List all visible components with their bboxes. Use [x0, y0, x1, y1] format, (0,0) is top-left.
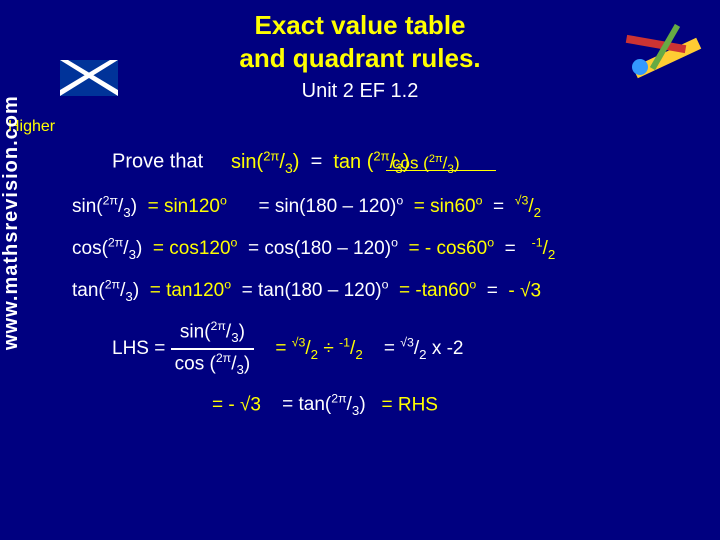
- tan-c: = tan(180 – 120)o: [236, 280, 388, 301]
- math-content: Prove that sin(2π/3) = tan (2π/3) cos (2…: [72, 148, 704, 418]
- frac-line: [386, 170, 496, 172]
- cos-row: cos(2π/3) = cos120o = cos(180 – 120)o = …: [72, 236, 704, 262]
- sin-row: sin(2π/3) = sin120o = sin(180 – 120)o = …: [72, 194, 704, 220]
- tan-d: = -tan60o: [394, 280, 476, 301]
- lhs-row: LHS = sin(2π/3) cos (2π/3) = √3/2 ÷ -1/2…: [112, 320, 704, 378]
- lhs-frac-num: sin(2π/3): [171, 320, 255, 350]
- sin-a: sin(2π/3): [72, 196, 137, 217]
- sin-d: = sin60o: [409, 196, 483, 217]
- flag-icon: [60, 60, 118, 96]
- sin-b: = sin120o: [142, 196, 227, 217]
- final-b: = tan(2π/3): [282, 394, 366, 415]
- sin-e: =: [488, 196, 510, 217]
- cos-d: = - cos60o: [403, 238, 494, 259]
- lhs-step1: = √3/2 ÷ -1/2: [275, 338, 362, 359]
- prove-label: Prove that: [112, 151, 203, 173]
- lhs-step2: = √3/2 x -2: [384, 338, 464, 359]
- lhs-label: LHS =: [112, 338, 165, 359]
- tan-e: =: [481, 280, 503, 301]
- tan-val: - √3: [508, 280, 541, 301]
- cos-val: -1/2: [532, 238, 556, 259]
- sin-c: = sin(180 – 120)o: [232, 196, 403, 217]
- cos-b: = cos120o: [148, 238, 238, 259]
- title-line1: Exact value table: [0, 10, 720, 41]
- prove-eq: =: [311, 151, 323, 173]
- prove-rhs-den: cos (2π/3): [392, 152, 460, 176]
- cos-e: =: [499, 238, 526, 259]
- final-row: = - √3 = tan(2π/3) = RHS: [212, 392, 704, 418]
- stationery-icon: [622, 12, 702, 92]
- lhs-frac: sin(2π/3) cos (2π/3): [171, 320, 255, 378]
- cos-c: = cos(180 – 120)o: [243, 238, 398, 259]
- final-c: = RHS: [381, 394, 438, 415]
- cos-a: cos(2π/3): [72, 238, 142, 259]
- sin-val: √3/2: [515, 196, 541, 217]
- prove-lhs: sin(2π/3): [231, 151, 299, 173]
- lhs-frac-den: cos (2π/3): [171, 350, 255, 378]
- tan-row: tan(2π/3) = tan120o = tan(180 – 120)o = …: [72, 278, 704, 304]
- final-a: = - √3: [212, 394, 261, 415]
- tan-a: tan(2π/3): [72, 280, 139, 301]
- tan-b: = tan120o: [144, 280, 231, 301]
- website-url: www.mathsrevision.com: [0, 95, 23, 350]
